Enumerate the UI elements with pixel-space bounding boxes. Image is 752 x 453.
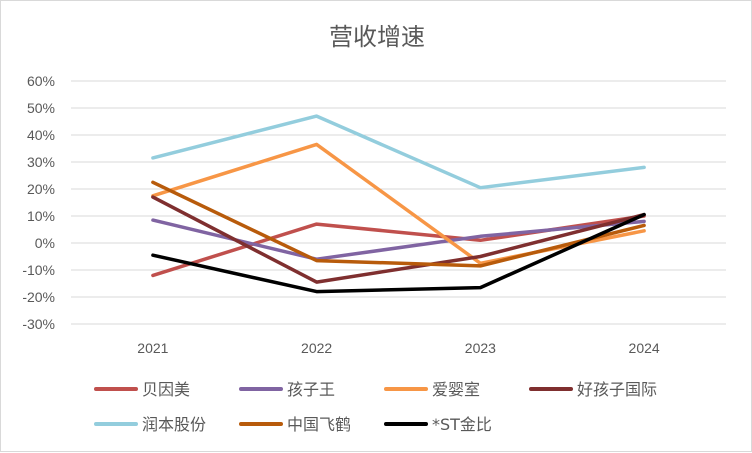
series-layer [151,114,646,294]
legend-label: 爱婴室 [432,380,480,399]
legend-label: 贝因美 [142,380,190,399]
x-tick-label: 2023 [465,340,496,356]
x-tick-label: 2022 [301,340,332,356]
y-tick-label: 50% [27,100,55,116]
series-line-6 [151,212,646,294]
series-line-5 [151,180,646,268]
legend-label: 孩子王 [287,380,335,399]
y-tick-label: 0% [35,235,55,251]
y-tick-label: 10% [27,208,55,224]
series-line-4 [151,114,646,190]
y-tick-label: -30% [22,316,55,332]
y-tick-label: -10% [22,262,55,278]
legend-label: 好孩子国际 [577,380,657,399]
y-tick-label: 20% [27,181,55,197]
y-tick-label: 60% [27,73,55,89]
x-tick-label: 2024 [629,340,660,356]
y-axis-ticks: -30% -20% -10% 0% 10% 20% 30% 40% 50% 60% [22,73,55,332]
legend-label: 润本股份 [142,415,206,434]
x-axis-ticks: 2021 2022 2023 2024 [137,340,660,356]
y-tick-label: -20% [22,289,55,305]
series-line-3 [151,195,646,284]
chart-title: 营收增速 [329,23,425,51]
y-tick-label: 40% [27,127,55,143]
x-tick-label: 2021 [137,340,168,356]
legend-label: 中国飞鹤 [287,415,351,434]
legend-label: *ST金比 [432,415,492,434]
y-tick-label: 30% [27,154,55,170]
